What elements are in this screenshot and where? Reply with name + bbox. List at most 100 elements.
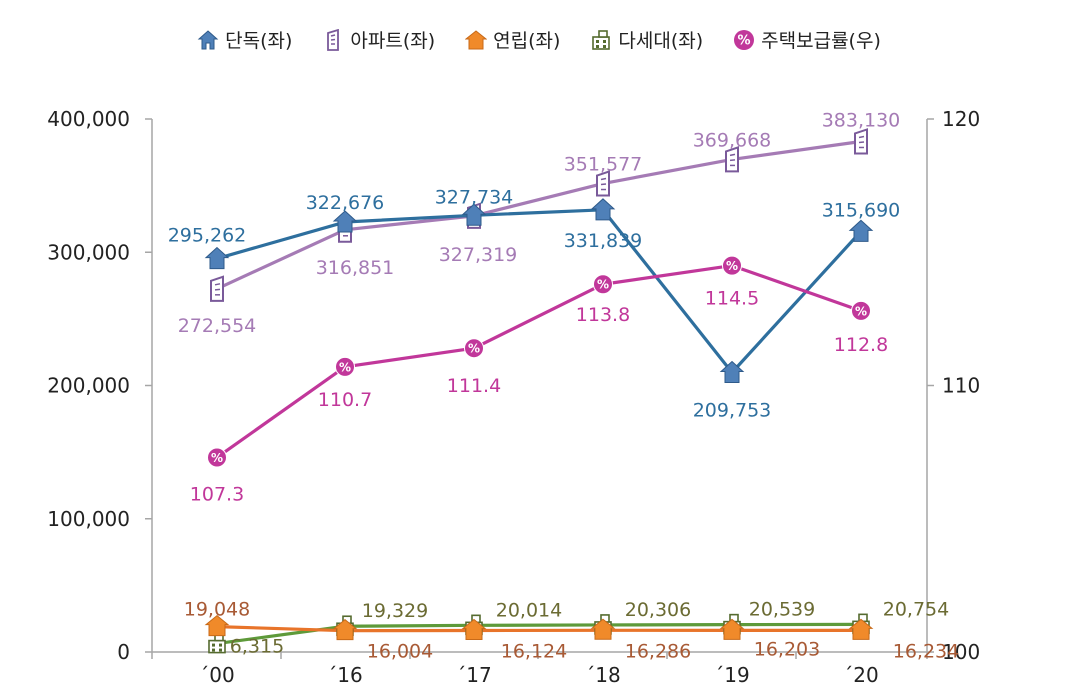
- data-label-apartment: 316,851: [316, 257, 395, 279]
- multiplex-icon: [208, 632, 226, 654]
- percent-circle: [593, 274, 613, 295]
- percent-glyph: %: [211, 451, 223, 465]
- legend-item-supply: % 주택보급률(우): [733, 26, 881, 53]
- series-line-detached: [216, 208, 863, 375]
- data-label-multiplex: 19,329: [362, 600, 428, 622]
- left-tick-label: 100,000: [47, 507, 130, 531]
- percent-icon: %: [207, 447, 227, 468]
- data-label-apartment: 327,319: [439, 244, 518, 266]
- apartment-floor: [600, 177, 607, 181]
- data-label-multiplex: 20,306: [625, 599, 691, 621]
- house-icon: [204, 246, 230, 270]
- legend-label: 연립(좌): [493, 30, 561, 52]
- apartment-icon: [210, 275, 224, 302]
- multiplex-window: [212, 648, 215, 652]
- data-label-supply: 114.5: [705, 288, 759, 310]
- apartment-floor: [858, 141, 865, 144]
- marker-detached: [461, 203, 487, 226]
- left-tick-label: 0: [117, 640, 130, 664]
- multiplex-window: [219, 648, 222, 652]
- right-tick-label: 110: [942, 374, 980, 398]
- apartment-floor: [214, 283, 221, 286]
- data-label-detached: 322,676: [306, 192, 385, 214]
- data-label-supply: 112.8: [834, 334, 888, 356]
- marker-detached: [719, 360, 745, 384]
- data-label-supply: 113.8: [576, 304, 630, 326]
- x-tick-label: ´17: [456, 663, 491, 687]
- percent-circle: [851, 300, 871, 321]
- multiplex-body: [208, 639, 226, 654]
- marker-apartment: [596, 170, 610, 197]
- data-label-apartment: 369,668: [693, 129, 772, 151]
- house-icon: [197, 29, 219, 51]
- axes: 0 100,000 200,000 300,000 400,000 100 110 120 ´0…: [47, 107, 980, 687]
- marker-detached: [848, 219, 874, 242]
- apartment-floor: [858, 135, 865, 139]
- marker-apartment: [210, 275, 224, 302]
- marker-supply: %: [464, 338, 484, 359]
- rowhouse-icon: [848, 618, 874, 640]
- apartment-floor: [214, 288, 221, 291]
- marker-rowhouse: [332, 619, 358, 641]
- legend-item-detached: 단독(좌): [197, 26, 292, 53]
- rowhouse-icon: [204, 614, 230, 637]
- apartment-body: [210, 275, 224, 302]
- percent-icon: %: [335, 356, 355, 377]
- series-lines: [216, 139, 863, 646]
- percent-icon: %: [722, 255, 742, 276]
- legend-item-rowhouse: 연립(좌): [465, 26, 560, 53]
- multiplex-icon: [590, 29, 612, 51]
- percent-glyph: %: [855, 304, 867, 318]
- data-label-detached: 209,753: [693, 400, 772, 422]
- legend-label: 다세대(좌): [618, 30, 704, 52]
- x-tick-label: ´20: [843, 663, 878, 687]
- data-label-apartment: 351,577: [564, 154, 643, 176]
- rowhouse-icon: [719, 618, 745, 640]
- series-line-rowhouse: [216, 625, 862, 633]
- left-tick-label: 400,000: [47, 107, 130, 131]
- house-icon: [590, 198, 616, 221]
- marker-supply: %: [593, 274, 613, 295]
- marker-rowhouse: [590, 618, 616, 640]
- data-label-supply: 107.3: [190, 483, 244, 505]
- svg-text:%: %: [738, 33, 751, 48]
- data-label-multiplex: 20,014: [496, 599, 562, 621]
- data-label-multiplex: 20,539: [749, 599, 815, 621]
- marker-apartment: [725, 146, 739, 173]
- percent-glyph: %: [468, 342, 480, 356]
- data-label-multiplex: 20,754: [883, 598, 949, 620]
- marker-supply: %: [722, 255, 742, 276]
- rowhouse-icon: [590, 618, 616, 640]
- marker-multiplex: [208, 632, 226, 654]
- data-label-rowhouse: 16,286: [625, 640, 691, 662]
- percent-circle: [464, 338, 484, 359]
- marker-rowhouse: [204, 614, 230, 637]
- left-tick-label: 300,000: [47, 240, 130, 264]
- apartment-icon: [322, 28, 344, 51]
- multiplex-window: [212, 643, 215, 647]
- data-label-apartment: 272,554: [178, 315, 257, 337]
- rowhouse-icon: [465, 29, 488, 51]
- data-label-detached: 331,839: [564, 230, 643, 252]
- marker-detached: [590, 198, 616, 221]
- x-tick-label: ´18: [585, 663, 620, 687]
- percent-circle: [335, 356, 355, 377]
- marker-supply: %: [335, 356, 355, 377]
- marker-supply: %: [851, 300, 871, 321]
- legend-label: 아파트(좌): [350, 30, 436, 52]
- data-label-detached: 327,734: [435, 186, 514, 208]
- apartment-floor: [729, 159, 736, 162]
- series-line-supply: [216, 263, 862, 459]
- data-label-detached: 295,262: [168, 225, 247, 247]
- percent-circle: [207, 447, 227, 468]
- left-tick-label: 200,000: [47, 374, 130, 398]
- data-label-rowhouse: 16,203: [754, 638, 820, 660]
- percent-glyph: %: [339, 360, 351, 374]
- house-icon: [332, 210, 358, 233]
- apartment-icon: [725, 146, 739, 173]
- marker-detached: [332, 210, 358, 233]
- data-label-rowhouse: 16,234: [893, 640, 959, 662]
- right-tick-label: 100: [942, 640, 980, 664]
- rowhouse-icon: [332, 619, 358, 641]
